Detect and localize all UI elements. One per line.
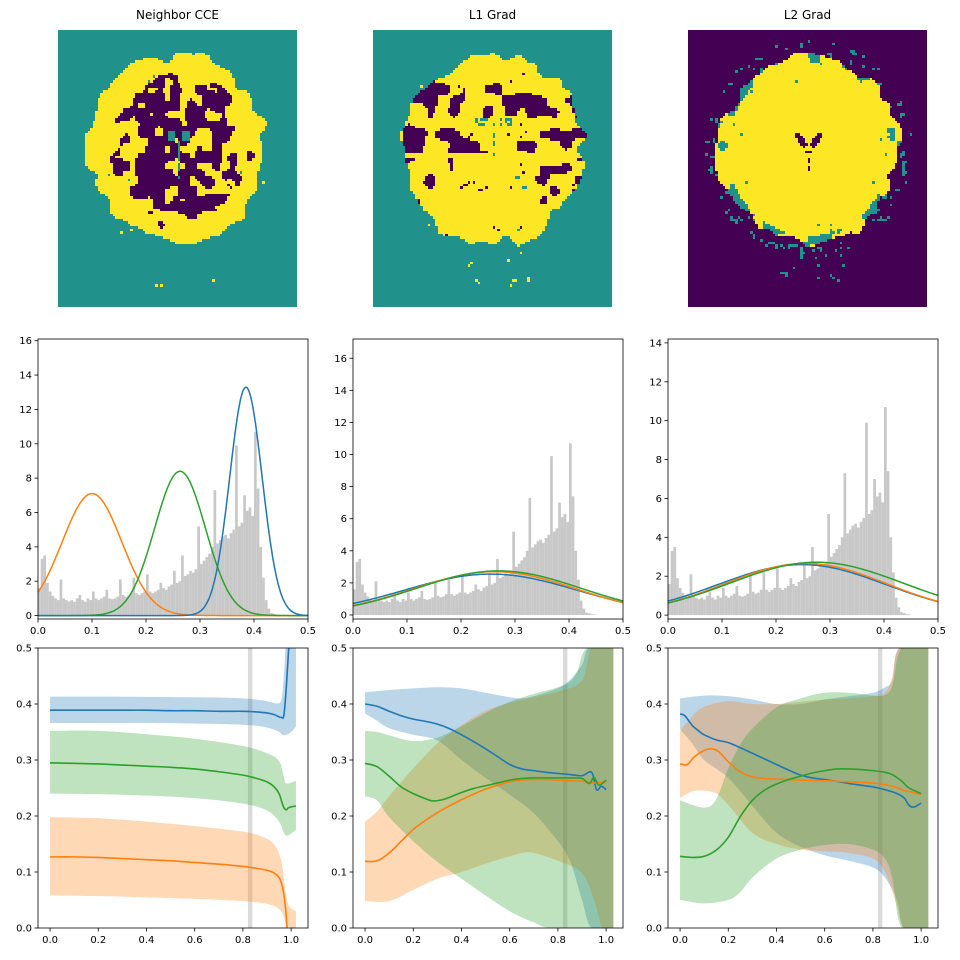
svg-text:0.1: 0.1 xyxy=(714,626,730,637)
svg-text:0: 0 xyxy=(656,611,662,622)
svg-text:0.4: 0.4 xyxy=(454,935,470,946)
svg-text:0.4: 0.4 xyxy=(876,626,892,637)
svg-text:0.0: 0.0 xyxy=(16,924,32,935)
density-plot-l2-grad: 0.0 0.1 0.2 0.3 0.4 0.5 0 2 4 6 8 10 12 14 xyxy=(649,338,946,637)
svg-text:16: 16 xyxy=(19,336,32,347)
trajectory-plot-neighbor-cce: 0.0 0.2 0.4 0.6 0.8 1.0 0.0 0.1 0.2 0.3 0.4 0.5 xyxy=(16,644,309,946)
svg-text:0.2: 0.2 xyxy=(138,626,154,637)
svg-text:1.0: 1.0 xyxy=(283,935,299,946)
svg-text:10: 10 xyxy=(334,450,347,461)
svg-text:14: 14 xyxy=(19,371,32,382)
svg-text:0.3: 0.3 xyxy=(16,756,32,767)
brain-segmentation-image-neighbor-cce xyxy=(58,30,297,307)
svg-text:12: 12 xyxy=(19,405,32,416)
svg-text:2: 2 xyxy=(26,577,32,588)
brain-segmentation-image-l1-grad xyxy=(373,30,612,307)
svg-text:0.2: 0.2 xyxy=(405,935,421,946)
brain-segmentation-image-l2-grad xyxy=(688,30,927,307)
svg-text:0.0: 0.0 xyxy=(660,626,676,637)
svg-text:0.0: 0.0 xyxy=(646,924,662,935)
svg-text:0.4: 0.4 xyxy=(139,935,155,946)
svg-text:0.0: 0.0 xyxy=(30,626,46,637)
density-plot-l1-grad: 0.0 0.1 0.2 0.3 0.4 0.5 0 2 4 6 8 10 12 14 16 xyxy=(334,338,631,637)
svg-text:0.4: 0.4 xyxy=(246,626,262,637)
svg-text:12: 12 xyxy=(649,377,662,388)
svg-text:0: 0 xyxy=(26,611,32,622)
svg-text:0.2: 0.2 xyxy=(720,935,736,946)
svg-text:10: 10 xyxy=(19,439,32,450)
panel-title-l1-grad: L1 Grad xyxy=(468,8,517,22)
svg-text:0.5: 0.5 xyxy=(646,644,662,655)
svg-text:0.4: 0.4 xyxy=(646,700,662,711)
svg-text:0.3: 0.3 xyxy=(331,756,347,767)
svg-text:0.3: 0.3 xyxy=(822,626,838,637)
svg-text:0.6: 0.6 xyxy=(187,935,203,946)
svg-text:0.2: 0.2 xyxy=(90,935,106,946)
svg-text:4: 4 xyxy=(26,542,32,553)
svg-text:0.6: 0.6 xyxy=(502,935,518,946)
svg-text:0.3: 0.3 xyxy=(507,626,523,637)
svg-text:0.5: 0.5 xyxy=(930,626,946,637)
svg-text:1.0: 1.0 xyxy=(598,935,614,946)
svg-text:14: 14 xyxy=(649,338,662,349)
svg-text:0.3: 0.3 xyxy=(192,626,208,637)
svg-text:14: 14 xyxy=(334,386,347,397)
svg-text:2: 2 xyxy=(341,578,347,589)
svg-text:2: 2 xyxy=(656,572,662,583)
svg-text:4: 4 xyxy=(341,546,347,557)
svg-text:0.1: 0.1 xyxy=(399,626,415,637)
svg-text:6: 6 xyxy=(656,494,662,505)
svg-text:8: 8 xyxy=(26,474,32,485)
svg-text:0.0: 0.0 xyxy=(42,935,58,946)
svg-text:0.1: 0.1 xyxy=(331,868,347,879)
density-plot-neighbor-cce: 0.0 0.1 0.2 0.3 0.4 0.5 0 2 4 6 8 10 12 14 16 xyxy=(19,336,316,637)
svg-text:6: 6 xyxy=(26,508,32,519)
svg-text:6: 6 xyxy=(341,514,347,525)
svg-text:0.5: 0.5 xyxy=(16,644,32,655)
svg-text:0: 0 xyxy=(341,610,347,621)
svg-text:0.3: 0.3 xyxy=(646,756,662,767)
svg-text:0.6: 0.6 xyxy=(817,935,833,946)
svg-text:0.4: 0.4 xyxy=(16,700,32,711)
svg-text:0.4: 0.4 xyxy=(561,626,577,637)
svg-text:0.4: 0.4 xyxy=(769,935,785,946)
svg-text:0.8: 0.8 xyxy=(865,935,881,946)
svg-text:0.2: 0.2 xyxy=(453,626,469,637)
svg-text:0.0: 0.0 xyxy=(345,626,361,637)
svg-text:0.1: 0.1 xyxy=(646,868,662,879)
svg-text:0.2: 0.2 xyxy=(768,626,784,637)
panel-title-neighbor-cce: Neighbor CCE xyxy=(136,8,219,22)
svg-text:1.0: 1.0 xyxy=(913,935,929,946)
svg-text:0.8: 0.8 xyxy=(550,935,566,946)
svg-text:0.0: 0.0 xyxy=(672,935,688,946)
svg-text:0.0: 0.0 xyxy=(357,935,373,946)
svg-text:4: 4 xyxy=(656,533,662,544)
svg-text:0.1: 0.1 xyxy=(16,868,32,879)
trajectory-plot-l2-grad: 0.0 0.2 0.4 0.6 0.8 1.0 0.0 0.1 0.2 0.3 0.4 0.5 xyxy=(646,644,939,946)
svg-text:0.5: 0.5 xyxy=(300,626,316,637)
svg-text:10: 10 xyxy=(649,416,662,427)
svg-text:0.4: 0.4 xyxy=(331,700,347,711)
svg-text:8: 8 xyxy=(341,482,347,493)
svg-text:0.8: 0.8 xyxy=(235,935,251,946)
svg-text:0.1: 0.1 xyxy=(84,626,100,637)
svg-text:0.5: 0.5 xyxy=(615,626,631,637)
svg-text:0.2: 0.2 xyxy=(16,812,32,823)
svg-text:0.5: 0.5 xyxy=(331,644,347,655)
panel-title-l2-grad: L2 Grad xyxy=(783,8,832,22)
svg-text:8: 8 xyxy=(656,455,662,466)
svg-text:16: 16 xyxy=(334,354,347,365)
svg-text:12: 12 xyxy=(334,418,347,429)
svg-text:0.2: 0.2 xyxy=(646,812,662,823)
svg-text:0.0: 0.0 xyxy=(331,924,347,935)
trajectory-plot-l1-grad: 0.0 0.2 0.4 0.6 0.8 1.0 0.0 0.1 0.2 0.3 0.4 0.5 xyxy=(331,644,624,946)
svg-text:0.2: 0.2 xyxy=(331,812,347,823)
